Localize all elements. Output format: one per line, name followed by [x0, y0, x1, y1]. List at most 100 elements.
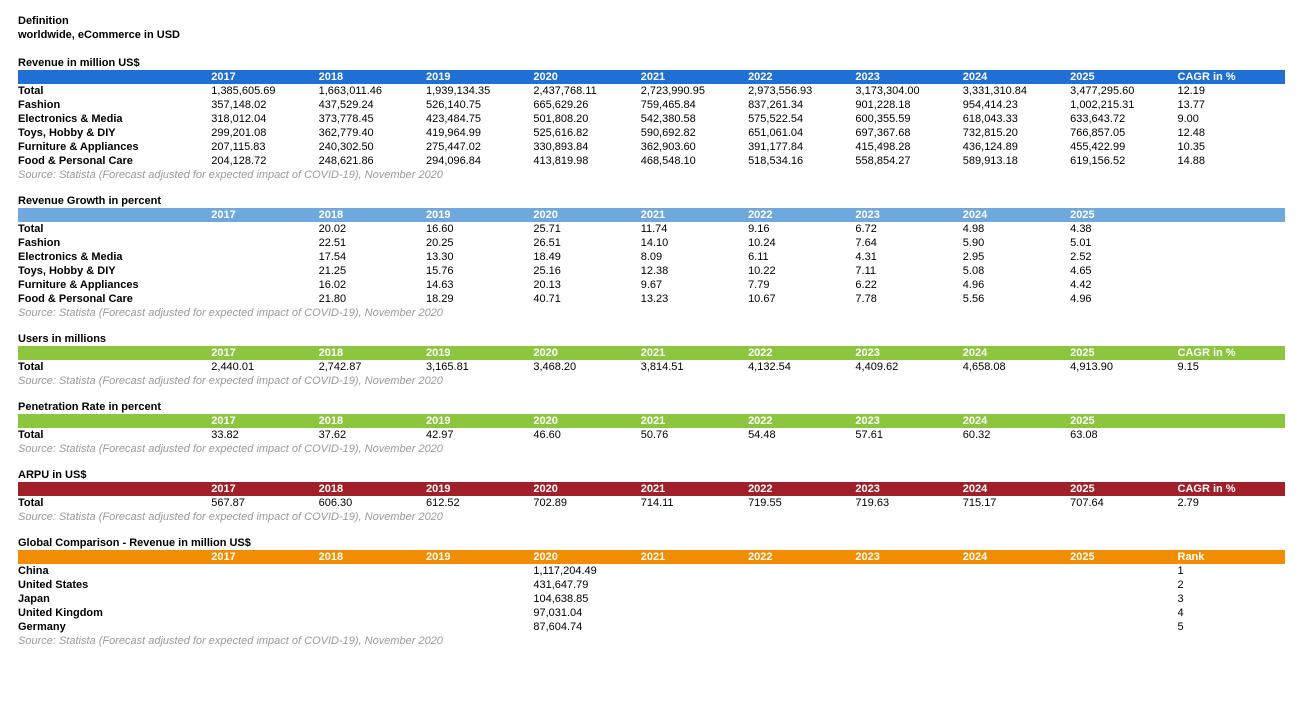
cell: 4.96	[963, 278, 1070, 292]
section-users: Users in millions20172018201920202021202…	[18, 333, 1285, 387]
col-header-year: 2023	[855, 550, 962, 564]
cell: 567.87	[211, 496, 318, 510]
cell	[211, 278, 318, 292]
col-header-blank	[18, 70, 211, 84]
cell: 468,548.10	[641, 154, 748, 168]
col-header-year: 2021	[641, 414, 748, 428]
cell: 518,534.16	[748, 154, 855, 168]
col-header-year: 2025	[1070, 414, 1177, 428]
row-label: Food & Personal Care	[18, 292, 211, 306]
cell: 766,857.05	[1070, 126, 1177, 140]
col-header-year: 2017	[211, 550, 318, 564]
cell: 4.96	[1070, 292, 1177, 306]
col-header-year: 2024	[963, 482, 1070, 496]
col-header-year: 2019	[426, 346, 533, 360]
col-header-year: 2023	[855, 414, 962, 428]
section-revenue: Revenue in million US$201720182019202020…	[18, 57, 1285, 181]
table-row: Total567.87606.30612.52702.89714.11719.5…	[18, 496, 1285, 510]
cell: 719.55	[748, 496, 855, 510]
cell: 11.74	[641, 222, 748, 236]
cell: 3,165.81	[426, 360, 533, 374]
cell: 8.09	[641, 250, 748, 264]
cell: 25.71	[533, 222, 640, 236]
cell	[1070, 592, 1177, 606]
source-note: Source: Statista (Forecast adjusted for …	[18, 511, 1285, 523]
data-table: 201720182019202020212022202320242025Tota…	[18, 208, 1285, 306]
cell: 437,529.24	[319, 98, 426, 112]
cell: 600,355.59	[855, 112, 962, 126]
cell	[748, 606, 855, 620]
col-header-year: 2017	[211, 208, 318, 222]
cell: 7.11	[855, 264, 962, 278]
table-row: Electronics & Media318,012.04373,778.454…	[18, 112, 1285, 126]
cell: 10.35	[1178, 140, 1286, 154]
cell: 15.76	[426, 264, 533, 278]
cell: 18.29	[426, 292, 533, 306]
cell: 46.60	[533, 428, 640, 442]
section-title: Penetration Rate in percent	[18, 401, 1285, 413]
col-header-year: 2022	[748, 550, 855, 564]
cell	[748, 578, 855, 592]
cell: 651,061.04	[748, 126, 855, 140]
row-label: Electronics & Media	[18, 112, 211, 126]
cell: 2	[1178, 578, 1286, 592]
cell: 362,779.40	[319, 126, 426, 140]
cell	[963, 606, 1070, 620]
col-header-blank	[18, 550, 211, 564]
cell: 4,409.62	[855, 360, 962, 374]
col-header-year: 2024	[963, 346, 1070, 360]
table-row: Fashion22.5120.2526.5114.1010.247.645.90…	[18, 236, 1285, 250]
cell: 837,261.34	[748, 98, 855, 112]
cell	[319, 592, 426, 606]
cell: 12.48	[1178, 126, 1286, 140]
col-header-year: 2023	[855, 70, 962, 84]
cell	[641, 606, 748, 620]
cell: 20.25	[426, 236, 533, 250]
row-label: United Kingdom	[18, 606, 211, 620]
col-header-year: 2020	[533, 550, 640, 564]
col-header-year: 2022	[748, 346, 855, 360]
row-label: Electronics & Media	[18, 250, 211, 264]
cell: 542,380.58	[641, 112, 748, 126]
table-row: Total1,385,605.691,663,011.461,939,134.3…	[18, 84, 1285, 98]
col-header-year: 2018	[319, 208, 426, 222]
cell: 2,440.01	[211, 360, 318, 374]
cell	[1070, 620, 1177, 634]
cell: 16.02	[319, 278, 426, 292]
cell	[1178, 428, 1286, 442]
table-row: Furniture & Appliances207,115.83240,302.…	[18, 140, 1285, 154]
cell: 7.78	[855, 292, 962, 306]
cell	[426, 606, 533, 620]
cell	[211, 592, 318, 606]
cell: 12.19	[1178, 84, 1286, 98]
cell: 14.88	[1178, 154, 1286, 168]
cell: 248,621.86	[319, 154, 426, 168]
cell: 97,031.04	[533, 606, 640, 620]
cell: 10.67	[748, 292, 855, 306]
cell	[1178, 222, 1286, 236]
cell: 3,477,295.60	[1070, 84, 1177, 98]
table-row: United Kingdom97,031.044	[18, 606, 1285, 620]
col-header-final: CAGR in %	[1178, 70, 1286, 84]
cell	[641, 564, 748, 578]
cell: 4.65	[1070, 264, 1177, 278]
data-table: 201720182019202020212022202320242025CAGR…	[18, 346, 1285, 374]
col-header-year: 2019	[426, 208, 533, 222]
cell: 4,658.08	[963, 360, 1070, 374]
cell: 275,447.02	[426, 140, 533, 154]
col-header-year: 2020	[533, 482, 640, 496]
cell: 575,522.54	[748, 112, 855, 126]
table-row: Furniture & Appliances16.0214.6320.139.6…	[18, 278, 1285, 292]
cell: 20.13	[533, 278, 640, 292]
source-note: Source: Statista (Forecast adjusted for …	[18, 375, 1285, 387]
cell: 18.49	[533, 250, 640, 264]
cell: 2,742.87	[319, 360, 426, 374]
cell: 759,465.84	[641, 98, 748, 112]
cell: 13.23	[641, 292, 748, 306]
col-header-year: 2017	[211, 482, 318, 496]
col-header-year: 2023	[855, 482, 962, 496]
row-label: Food & Personal Care	[18, 154, 211, 168]
page-title-line1: Definition	[18, 14, 1285, 28]
cell: 1,385,605.69	[211, 84, 318, 98]
cell: 20.02	[319, 222, 426, 236]
